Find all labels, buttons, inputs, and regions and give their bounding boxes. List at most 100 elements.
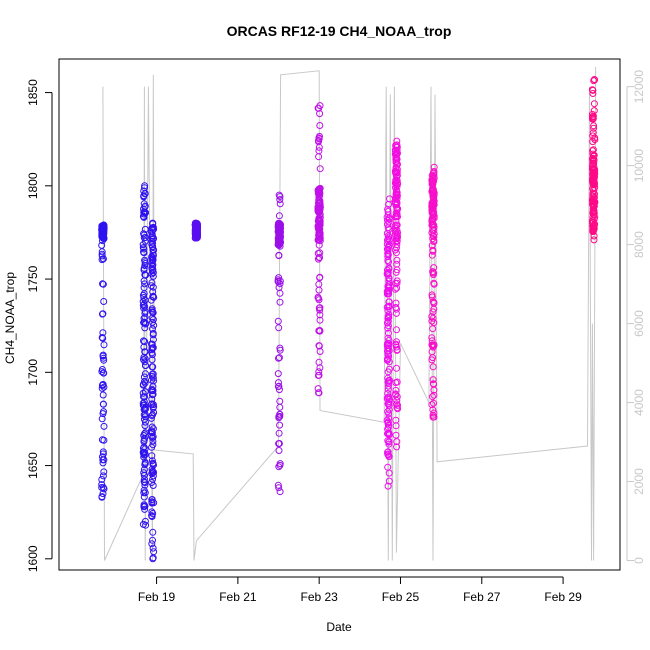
data-point — [149, 316, 157, 323]
data-point — [149, 510, 157, 517]
data-point — [139, 444, 147, 452]
data-point — [276, 193, 284, 200]
data-point — [276, 222, 284, 230]
data-point — [393, 190, 401, 198]
data-point — [140, 300, 148, 308]
data-point — [275, 379, 282, 387]
data-point — [139, 389, 147, 397]
data-point — [100, 234, 107, 242]
data-point — [383, 229, 391, 237]
data-point — [315, 214, 323, 222]
data-point — [429, 192, 437, 200]
data-point — [393, 343, 400, 351]
data-point — [393, 212, 401, 220]
data-point — [383, 270, 391, 278]
y2-tick-label: 6000 — [632, 310, 646, 337]
data-point — [428, 251, 436, 259]
data-point — [316, 132, 323, 140]
data-point — [139, 401, 147, 409]
data-point — [430, 386, 438, 394]
data-point — [385, 406, 393, 414]
data-point — [393, 232, 401, 240]
data-point — [429, 298, 437, 306]
data-point — [275, 484, 283, 492]
data-point — [275, 440, 283, 447]
data-point — [149, 437, 157, 445]
data-point — [100, 298, 108, 305]
data-point — [276, 237, 284, 245]
data-point — [141, 280, 149, 288]
data-point — [590, 107, 598, 115]
data-point — [590, 151, 598, 159]
data-point — [141, 262, 149, 269]
data-point — [140, 290, 148, 298]
data-point — [148, 496, 156, 503]
data-point — [100, 369, 108, 377]
data-point — [275, 233, 283, 241]
data-point — [590, 122, 598, 130]
data-point — [316, 188, 324, 196]
data-point — [383, 266, 391, 274]
data-point — [385, 365, 393, 373]
data-point — [590, 195, 598, 203]
data-point — [274, 370, 282, 378]
data-point — [275, 230, 283, 238]
data-point — [99, 381, 107, 389]
x-tick-label: Feb 27 — [463, 590, 501, 604]
data-point — [98, 241, 106, 249]
data-point — [148, 270, 156, 278]
data-point — [274, 278, 282, 286]
data-point — [385, 298, 393, 306]
data-point — [275, 429, 283, 437]
data-point — [428, 313, 436, 321]
data-point — [430, 197, 438, 205]
data-point — [384, 329, 392, 337]
data-point — [393, 400, 400, 408]
data-point — [430, 305, 438, 313]
data-point — [384, 385, 392, 393]
data-point — [392, 186, 400, 194]
data-point — [100, 456, 108, 464]
data-point — [589, 147, 597, 155]
data-point — [588, 86, 596, 94]
data-point — [590, 236, 598, 244]
data-point — [98, 476, 106, 483]
data-point — [383, 240, 391, 248]
data-point — [429, 172, 437, 180]
data-point — [140, 343, 148, 351]
data-point — [316, 316, 324, 324]
data-point — [393, 260, 401, 268]
data-point — [148, 479, 156, 486]
data-point — [393, 238, 401, 245]
data-point — [275, 191, 283, 199]
data-point — [393, 284, 401, 292]
data-point — [383, 416, 391, 424]
data-point — [99, 448, 107, 456]
y2-tick-label: 0 — [632, 557, 646, 564]
y2-tick-label: 8000 — [632, 231, 646, 258]
data-point — [149, 425, 157, 433]
data-point — [316, 210, 324, 218]
data-point — [589, 129, 597, 137]
data-point — [150, 377, 157, 385]
data-point — [141, 410, 149, 418]
data-point — [140, 200, 148, 208]
data-point — [385, 438, 393, 445]
data-point — [428, 216, 436, 224]
data-point — [99, 459, 107, 467]
data-point — [392, 309, 400, 317]
data-point — [149, 370, 157, 378]
data-point — [384, 306, 392, 314]
data-point — [274, 317, 282, 325]
data-point — [383, 355, 391, 363]
data-point — [316, 311, 324, 319]
data-point — [429, 411, 437, 419]
data-point — [316, 274, 324, 282]
data-point — [141, 237, 149, 245]
data-point — [385, 440, 393, 448]
y-tick-label: 1650 — [26, 452, 40, 479]
data-point — [100, 408, 107, 416]
data-point — [140, 213, 148, 221]
data-point — [430, 391, 438, 399]
